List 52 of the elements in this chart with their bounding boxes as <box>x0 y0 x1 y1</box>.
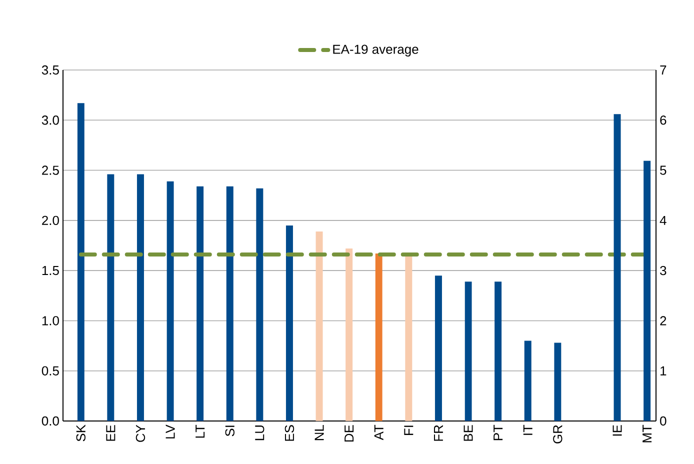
bar <box>256 188 264 421</box>
bar <box>226 186 234 421</box>
y2-tick-label: 6 <box>660 116 666 125</box>
x-tick-label: NL <box>314 424 324 440</box>
y2-tick-label: 3 <box>660 266 666 276</box>
x-tick-label: IT <box>523 424 532 435</box>
x-tick-label: LV <box>166 424 175 438</box>
x-tick-label: BE <box>464 425 473 441</box>
x-tick-label: SK <box>76 424 86 442</box>
bar <box>166 181 174 421</box>
y-tick-label: 3.0 <box>42 116 59 125</box>
y-tick-label: 1.5 <box>42 266 59 276</box>
x-tick-label: MT <box>642 424 652 442</box>
bar <box>316 231 323 421</box>
y-tick-label: 0.0 <box>42 416 59 426</box>
bar <box>464 282 472 421</box>
y-tick-label: 2.0 <box>42 216 59 226</box>
bar <box>136 174 144 421</box>
bar <box>77 103 84 421</box>
bar <box>107 174 114 421</box>
bar <box>286 225 293 421</box>
legend-label: EA-19 average <box>333 44 418 56</box>
x-tick-label: GR <box>553 425 562 444</box>
x-tick-label: DE <box>344 425 354 442</box>
bar <box>434 276 442 421</box>
y2-tick-label: 5 <box>660 166 666 175</box>
x-tick-label: PT <box>494 424 503 440</box>
x-tick-label: IE <box>612 425 622 436</box>
y2-tick-label: 7 <box>660 66 666 74</box>
y2-tick-label: 0 <box>660 416 666 426</box>
bar <box>196 186 204 421</box>
bar <box>375 254 382 421</box>
y-tick-label: 0.5 <box>42 366 59 376</box>
y2-tick-label: 2 <box>660 316 666 326</box>
x-tick-label: CY <box>136 424 146 442</box>
y-tick-label: 1.0 <box>42 316 59 326</box>
bar <box>494 282 502 421</box>
x-tick-label: AT <box>374 424 384 440</box>
y2-tick-label: 4 <box>660 216 666 225</box>
x-tick-label: FR <box>434 425 443 441</box>
x-tick-label: FI <box>404 426 414 436</box>
x-tick-label: SI <box>225 426 234 436</box>
bar <box>524 340 532 421</box>
y-tick-label: 2.5 <box>42 166 59 175</box>
bar <box>346 248 353 421</box>
x-tick-label: LT <box>196 424 205 438</box>
y2-tick-label: 1 <box>660 366 666 376</box>
y-tick-label: 3.5 <box>42 65 59 75</box>
x-tick-label: ES <box>284 425 294 441</box>
bar <box>554 342 562 421</box>
x-tick-label: EE <box>106 425 116 441</box>
x-tick-label: LU <box>255 426 264 440</box>
